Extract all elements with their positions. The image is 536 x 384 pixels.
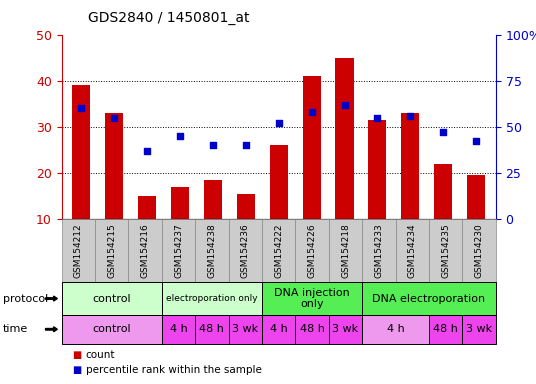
Text: 3 wk: 3 wk [466,324,492,334]
Text: 4 h: 4 h [387,324,405,334]
Point [373,114,382,121]
Bar [302,76,321,219]
Text: 48 h: 48 h [300,324,325,334]
Text: 48 h: 48 h [433,324,458,334]
Text: GSM154212: GSM154212 [74,223,83,278]
Text: protocol: protocol [3,293,48,304]
Text: GSM154234: GSM154234 [408,223,417,278]
Bar [171,187,189,219]
Point [472,138,480,144]
Point [406,113,414,119]
Bar [270,145,288,219]
Bar [401,113,419,219]
Point [439,129,448,135]
Text: ■: ■ [72,350,81,360]
Point [176,133,184,139]
Text: ■: ■ [72,366,81,376]
Point [340,101,349,108]
Text: time: time [3,324,28,334]
Bar [237,194,255,219]
Text: count: count [86,350,115,360]
Text: GSM154222: GSM154222 [274,223,283,278]
Text: GSM154218: GSM154218 [341,223,350,278]
Point [274,120,283,126]
Text: 3 wk: 3 wk [232,324,258,334]
Point [307,109,316,115]
Text: 4 h: 4 h [170,324,188,334]
Text: control: control [92,293,131,304]
Text: 48 h: 48 h [199,324,225,334]
Text: GSM154238: GSM154238 [207,223,217,278]
Bar [72,85,91,219]
Text: DNA electroporation: DNA electroporation [373,293,486,304]
Text: percentile rank within the sample: percentile rank within the sample [86,366,262,376]
Point [143,147,152,154]
Point [242,142,250,148]
Text: GSM154237: GSM154237 [174,223,183,278]
Bar [467,175,485,219]
Point [110,114,118,121]
Bar [336,58,354,219]
Text: GSM154233: GSM154233 [375,223,383,278]
Text: GSM154236: GSM154236 [241,223,250,278]
Text: control: control [92,324,131,334]
Text: GSM154226: GSM154226 [308,223,317,278]
Bar [434,164,452,219]
Point [77,105,86,111]
Text: electroporation only: electroporation only [166,294,258,303]
Bar [138,196,156,219]
Text: GSM154216: GSM154216 [140,223,150,278]
Bar [105,113,123,219]
Text: GDS2840 / 1450801_at: GDS2840 / 1450801_at [88,11,250,25]
Text: GSM154230: GSM154230 [474,223,483,278]
Text: GSM154215: GSM154215 [107,223,116,278]
Bar [204,180,222,219]
Point [209,142,217,148]
Bar [368,120,386,219]
Text: 4 h: 4 h [270,324,288,334]
Text: DNA injection
only: DNA injection only [274,288,350,310]
Text: GSM154235: GSM154235 [441,223,450,278]
Text: 3 wk: 3 wk [332,324,359,334]
